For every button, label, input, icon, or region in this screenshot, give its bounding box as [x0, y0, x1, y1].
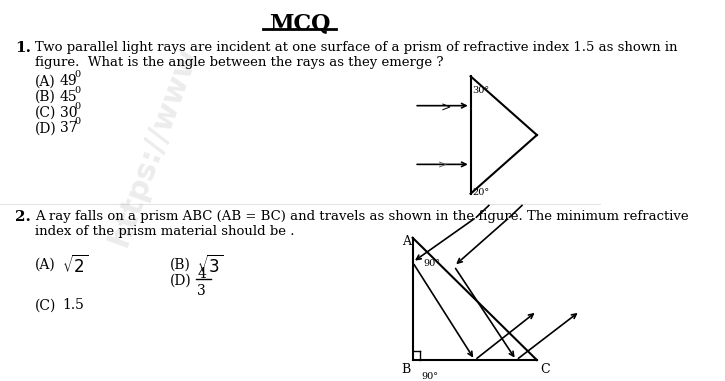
Text: 3: 3: [197, 284, 206, 298]
Text: 0: 0: [75, 70, 80, 80]
Text: 2.: 2.: [15, 210, 30, 224]
Text: 30: 30: [59, 106, 77, 120]
Text: >: >: [441, 102, 451, 115]
Text: 1.5: 1.5: [62, 298, 84, 312]
Text: 0: 0: [75, 86, 80, 95]
Text: (A): (A): [35, 74, 56, 88]
Text: 90°: 90°: [423, 259, 440, 268]
Text: 0: 0: [75, 102, 80, 111]
Text: A ray falls on a prism ABC (AB = BC) and travels as shown in the figure. The min: A ray falls on a prism ABC (AB = BC) and…: [35, 210, 689, 223]
Text: >: >: [437, 160, 447, 170]
Text: A: A: [402, 235, 411, 248]
Text: index of the prism material should be .: index of the prism material should be .: [35, 225, 294, 238]
Text: 30°: 30°: [472, 86, 489, 95]
Text: 4: 4: [197, 267, 206, 281]
Text: (C): (C): [35, 298, 56, 312]
Text: (D): (D): [35, 121, 57, 135]
Text: 49: 49: [59, 74, 78, 88]
Text: MCQ: MCQ: [269, 12, 331, 34]
Text: 90°: 90°: [422, 372, 439, 381]
Text: figure.  What is the angle between the rays as they emerge ?: figure. What is the angle between the ra…: [35, 56, 443, 69]
Text: $\sqrt{3}$: $\sqrt{3}$: [197, 255, 223, 277]
Text: (D): (D): [170, 274, 191, 288]
Text: $\sqrt{2}$: $\sqrt{2}$: [62, 255, 88, 277]
Text: 20°: 20°: [472, 188, 489, 197]
Text: 0: 0: [75, 117, 80, 126]
Text: (B): (B): [170, 257, 191, 271]
Text: (B): (B): [35, 90, 56, 104]
Text: C: C: [540, 363, 550, 376]
Text: B: B: [401, 363, 410, 376]
Text: (C): (C): [35, 106, 56, 120]
Text: 37: 37: [59, 121, 78, 135]
Text: Two parallel light rays are incident at one surface of a prism of refractive ind: Two parallel light rays are incident at …: [35, 41, 677, 54]
Text: 45: 45: [59, 90, 78, 104]
Text: 1.: 1.: [15, 41, 31, 55]
Text: (A): (A): [35, 257, 56, 271]
Text: https://www: https://www: [104, 43, 203, 250]
